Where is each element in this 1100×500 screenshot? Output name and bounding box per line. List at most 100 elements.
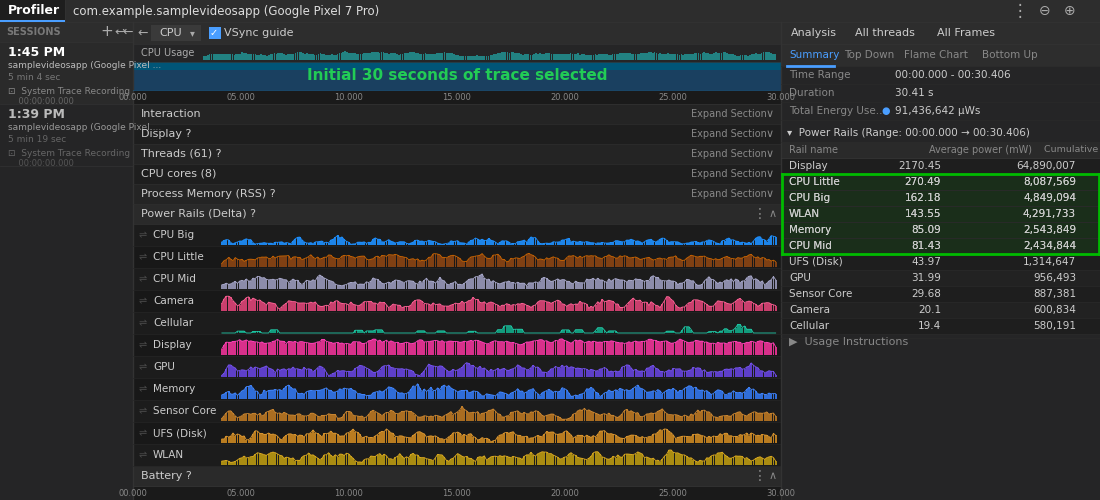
Bar bbox=[370, 259, 372, 267]
Bar bbox=[695, 368, 696, 377]
Bar bbox=[537, 436, 539, 443]
Bar bbox=[610, 341, 612, 355]
Bar bbox=[343, 388, 345, 399]
Text: 143.55: 143.55 bbox=[904, 209, 940, 219]
Bar bbox=[272, 342, 274, 355]
Bar bbox=[274, 280, 276, 289]
Bar bbox=[719, 282, 722, 289]
Bar bbox=[617, 455, 619, 465]
Bar bbox=[508, 53, 510, 60]
Bar bbox=[724, 370, 726, 377]
Bar bbox=[352, 244, 354, 245]
Bar bbox=[470, 458, 472, 465]
Bar bbox=[395, 304, 396, 311]
Bar bbox=[585, 460, 587, 465]
Bar bbox=[235, 54, 238, 60]
Bar bbox=[588, 389, 590, 399]
Bar bbox=[535, 341, 537, 355]
Bar bbox=[315, 343, 317, 355]
Bar bbox=[572, 241, 574, 245]
Bar bbox=[752, 241, 755, 245]
Bar bbox=[267, 244, 270, 245]
Bar bbox=[223, 299, 225, 311]
Bar bbox=[267, 433, 270, 443]
Bar bbox=[415, 414, 417, 421]
Bar bbox=[528, 390, 530, 399]
Bar bbox=[478, 255, 481, 267]
Bar bbox=[334, 414, 337, 421]
Bar bbox=[700, 243, 701, 245]
Bar bbox=[683, 455, 685, 465]
Bar bbox=[270, 243, 272, 245]
Bar bbox=[326, 56, 327, 60]
Bar bbox=[752, 280, 755, 289]
Bar bbox=[446, 244, 448, 245]
Text: CPU Big: CPU Big bbox=[789, 193, 830, 203]
Bar bbox=[654, 413, 657, 421]
Bar bbox=[241, 416, 243, 421]
Bar bbox=[499, 53, 501, 60]
Bar bbox=[370, 412, 372, 421]
Bar bbox=[708, 332, 710, 333]
Bar bbox=[226, 392, 228, 399]
Bar bbox=[600, 243, 601, 245]
Bar bbox=[604, 330, 605, 333]
Bar bbox=[385, 52, 386, 60]
Bar bbox=[593, 308, 594, 311]
Bar bbox=[452, 304, 454, 311]
Bar bbox=[697, 286, 698, 289]
Bar bbox=[256, 342, 258, 355]
Bar bbox=[299, 394, 300, 399]
Bar bbox=[502, 305, 503, 311]
Bar bbox=[752, 304, 755, 311]
Bar bbox=[637, 436, 639, 443]
Bar bbox=[763, 413, 766, 421]
Bar bbox=[624, 390, 626, 399]
Bar bbox=[535, 456, 537, 465]
Bar bbox=[595, 304, 596, 311]
Bar bbox=[578, 54, 579, 60]
Bar bbox=[528, 455, 530, 465]
Bar bbox=[367, 242, 370, 245]
Bar bbox=[543, 392, 546, 399]
Bar bbox=[579, 410, 581, 421]
Bar bbox=[524, 344, 526, 355]
Bar bbox=[439, 278, 441, 289]
Bar bbox=[326, 434, 328, 443]
Bar bbox=[583, 368, 585, 377]
Bar bbox=[393, 342, 394, 355]
Bar bbox=[450, 256, 452, 267]
Bar bbox=[635, 257, 637, 267]
Bar bbox=[261, 302, 263, 311]
Bar bbox=[0, 42, 133, 104]
Bar bbox=[576, 242, 579, 245]
Bar bbox=[432, 254, 434, 267]
Bar bbox=[299, 414, 300, 421]
Bar bbox=[702, 461, 703, 465]
Bar bbox=[258, 434, 261, 443]
Bar bbox=[417, 331, 419, 333]
Bar bbox=[133, 124, 781, 144]
Bar bbox=[236, 284, 239, 289]
Bar bbox=[223, 260, 225, 267]
Bar bbox=[508, 242, 509, 245]
Bar bbox=[280, 341, 283, 355]
Bar bbox=[640, 54, 642, 60]
Bar bbox=[492, 55, 493, 60]
Bar bbox=[561, 434, 563, 443]
Bar bbox=[319, 306, 321, 311]
Bar bbox=[472, 412, 474, 421]
Bar bbox=[252, 434, 254, 443]
Bar bbox=[613, 416, 614, 421]
Text: 00.000: 00.000 bbox=[119, 92, 147, 102]
Bar bbox=[495, 440, 496, 443]
Bar bbox=[133, 90, 781, 104]
Bar bbox=[530, 412, 532, 421]
Bar bbox=[450, 53, 451, 60]
Bar bbox=[711, 240, 712, 245]
Bar bbox=[554, 391, 557, 399]
Bar bbox=[372, 258, 374, 267]
Bar bbox=[679, 339, 681, 355]
Bar bbox=[310, 390, 312, 399]
Bar bbox=[221, 348, 223, 355]
